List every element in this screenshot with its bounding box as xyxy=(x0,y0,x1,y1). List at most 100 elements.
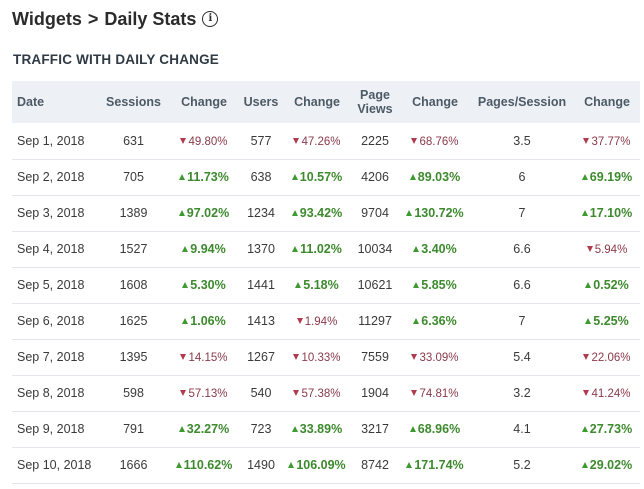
users-change-cell: 10.33% xyxy=(284,339,350,375)
column-header-date[interactable]: Date xyxy=(17,95,45,109)
users-cell: 577 xyxy=(250,133,272,148)
triangle-up-icon xyxy=(409,426,416,432)
column-header-users-change[interactable]: Change xyxy=(294,95,340,109)
page-views-cell: 7559 xyxy=(361,350,389,364)
section-title: TRAFFIC WITH DAILY CHANGE xyxy=(13,52,219,67)
page-views-change-cell: 68.96% xyxy=(400,411,470,447)
date-cell: Sep 6, 2018 xyxy=(17,314,85,328)
triangle-up-icon xyxy=(413,318,420,324)
change-value: 47.26% xyxy=(301,135,341,148)
change-value: 14.15% xyxy=(188,352,228,364)
table-row: Sep 1, 2018 631 49.80% 577 47.26% 2225 68.76% 3… xyxy=(12,123,640,159)
column-header-users[interactable]: Users xyxy=(243,95,279,109)
table-row: Sep 3, 2018 1389 97.02% 1234 93.42% 9704 130.7… xyxy=(12,195,640,231)
date-cell: Sep 10, 2018 xyxy=(17,458,92,472)
pps-change-cell: 22.06% xyxy=(574,339,640,375)
triangle-up-icon xyxy=(182,282,189,288)
pages-per-session-cell: 6 xyxy=(518,170,526,184)
triangle-up-icon xyxy=(581,426,588,432)
change-value: 29.02% xyxy=(589,458,633,472)
users-cell: 1490 xyxy=(247,458,275,472)
date-cell: Sep 1, 2018 xyxy=(17,133,85,148)
sessions-cell: 1395 xyxy=(119,350,148,364)
info-icon[interactable]: i xyxy=(202,11,219,27)
change-value: 9.94% xyxy=(190,242,226,256)
users-change-cell: 106.09% xyxy=(284,447,350,483)
sessions-cell: 705 xyxy=(123,170,144,184)
change-value: 130.72% xyxy=(414,206,464,220)
page-views-cell: 2225 xyxy=(361,133,389,148)
pages-per-session-cell: 6.6 xyxy=(513,278,531,292)
change-value: 69.19% xyxy=(589,170,633,184)
users-change-cell: 47.26% xyxy=(284,123,350,159)
triangle-up-icon xyxy=(585,282,592,288)
page-views-change-cell: 89.03% xyxy=(400,159,470,195)
sessions-change-cell: 57.13% xyxy=(170,375,238,411)
users-cell: 1234 xyxy=(247,206,275,220)
table-row: Sep 5, 2018 1608 5.30% 1441 5.18% 10621 5.85% 6… xyxy=(12,267,640,303)
column-header-pps-change[interactable]: Change xyxy=(584,95,630,109)
sessions-change-cell: 32.27% xyxy=(170,411,238,447)
date-cell: Sep 7, 2018 xyxy=(17,350,85,364)
users-change-cell: 10.57% xyxy=(284,159,350,195)
page-views-cell: 10621 xyxy=(357,278,393,292)
column-header-sessions[interactable]: Sessions xyxy=(106,95,161,109)
change-value: 5.25% xyxy=(593,314,629,328)
date-cell: Sep 4, 2018 xyxy=(17,242,85,256)
column-header-sessions-change[interactable]: Change xyxy=(181,95,227,109)
column-header-page-views[interactable]: Page Views xyxy=(357,88,393,116)
sessions-change-cell: 110.62% xyxy=(170,447,238,483)
users-cell: 723 xyxy=(250,422,272,436)
triangle-up-icon xyxy=(581,210,588,216)
column-header-page-views-change[interactable]: Change xyxy=(412,95,458,109)
pps-change-cell: 17.10% xyxy=(574,195,640,231)
triangle-up-icon xyxy=(179,174,186,180)
triangle-up-icon xyxy=(295,282,302,288)
pps-change-cell: 41.24% xyxy=(574,375,640,411)
change-value: 37.77% xyxy=(591,135,631,148)
breadcrumb-parent-link[interactable]: Widgets xyxy=(12,8,82,29)
table-header-row: Date Sessions Change Users Change Page V… xyxy=(12,81,640,123)
triangle-up-icon xyxy=(292,246,299,252)
triangle-down-icon xyxy=(583,354,590,360)
users-change-cell: 5.18% xyxy=(284,267,350,303)
pages-per-session-cell: 3.5 xyxy=(513,133,531,148)
sessions-change-cell: 97.02% xyxy=(170,195,238,231)
page-views-cell: 8742 xyxy=(361,458,389,472)
pps-change-cell: 37.77% xyxy=(574,123,640,159)
pages-per-session-cell: 3.2 xyxy=(513,386,531,400)
page-views-change-cell: 3.40% xyxy=(400,231,470,267)
change-value: 89.03% xyxy=(417,170,461,184)
triangle-up-icon xyxy=(178,210,185,216)
pps-change-cell: 0.52% xyxy=(574,267,640,303)
users-cell: 1441 xyxy=(247,278,275,292)
sessions-change-cell: 49.80% xyxy=(170,123,238,159)
table-row: Sep 2, 2018 705 11.73% 638 10.57% 4206 89.03% 6… xyxy=(12,159,640,195)
sessions-cell: 1608 xyxy=(119,278,148,292)
triangle-down-icon xyxy=(411,354,418,360)
change-value: 6.36% xyxy=(421,314,457,328)
users-change-cell: 1.94% xyxy=(284,303,350,339)
page-views-cell: 10034 xyxy=(357,242,393,256)
page-title: Daily Stats xyxy=(104,8,197,29)
page-views-change-cell: 33.09% xyxy=(400,339,470,375)
change-value: 5.85% xyxy=(421,278,457,292)
triangle-down-icon xyxy=(296,318,303,324)
users-change-cell: 57.38% xyxy=(284,375,350,411)
change-value: 106.09% xyxy=(296,458,346,472)
pps-change-cell: 69.19% xyxy=(574,159,640,195)
users-cell: 1413 xyxy=(247,314,275,328)
sessions-change-cell: 5.30% xyxy=(170,267,238,303)
change-value: 41.24% xyxy=(591,388,631,400)
sessions-cell: 1625 xyxy=(119,314,148,328)
triangle-up-icon xyxy=(585,318,592,324)
column-header-pages-per-session[interactable]: Pages/Session xyxy=(477,95,567,109)
change-value: 32.27% xyxy=(186,422,230,436)
change-value: 17.10% xyxy=(589,206,633,220)
change-value: 0.52% xyxy=(593,278,629,292)
change-value: 5.18% xyxy=(303,278,339,292)
table-row: Sep 9, 2018 791 32.27% 723 33.89% 3217 68.96% 4… xyxy=(12,411,640,447)
table-row: Sep 10, 2018 1666 110.62% 1490 106.09% 8742 17… xyxy=(12,447,640,483)
triangle-up-icon xyxy=(291,174,298,180)
pages-per-session-cell: 5.2 xyxy=(513,458,531,472)
